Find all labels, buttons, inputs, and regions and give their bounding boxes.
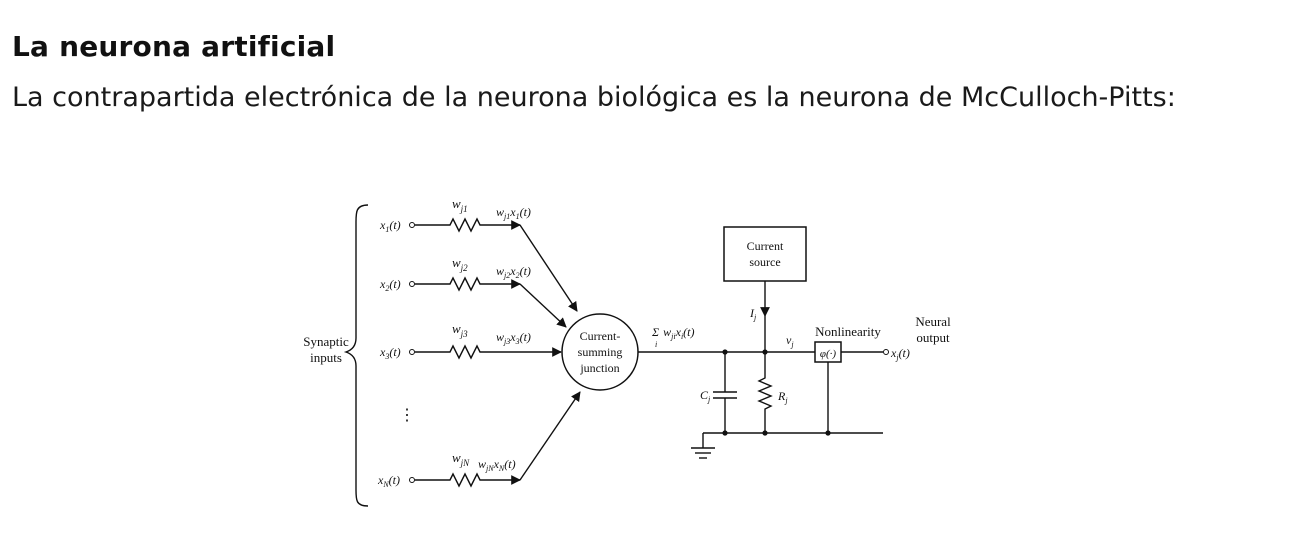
input-link-n <box>519 391 581 481</box>
input-terminal-2 <box>409 281 415 287</box>
input-link-1 <box>519 224 578 312</box>
input-row-3: x3(t) wj3 wj3x3(t) <box>379 321 562 361</box>
current-source-label-line2: source <box>749 255 780 269</box>
input-link-2 <box>519 283 567 328</box>
junction-label-line1: Current- <box>580 329 621 343</box>
output-terminal <box>883 349 889 355</box>
synaptic-inputs-label-line1: Synaptic <box>303 334 349 349</box>
weight-label-2: wj2 <box>452 255 468 273</box>
synaptic-inputs-label-line2: inputs <box>310 350 342 365</box>
weight-label-1: wj1 <box>452 196 468 214</box>
input-terminal-n <box>409 477 415 483</box>
current-source-label-line1: Current <box>747 239 784 253</box>
neural-output-label-line1: Neural <box>915 314 951 329</box>
current-source-box <box>723 226 807 282</box>
node-capacitor-bottom <box>722 430 728 436</box>
page-subtitle: La contrapartida electrónica de la neuro… <box>12 82 1176 113</box>
input-row-1: x1(t) wj1 wj1x1(t) <box>379 196 578 312</box>
weighted-input-label-1: wj1x1(t) <box>496 205 531 221</box>
weight-label-3: wj3 <box>452 321 468 339</box>
input-terminal-3 <box>409 349 415 355</box>
sum-index-label: i <box>655 340 657 349</box>
weighted-input-label-2: wj2x2(t) <box>496 264 531 280</box>
weighted-input-label-3: wj3x3(t) <box>496 330 531 346</box>
weighted-input-label-n: wjNxN(t) <box>478 457 516 473</box>
capacitor-label: Cj <box>700 388 711 404</box>
output-signal-label: xj(t) <box>890 346 910 362</box>
junction-label-line2: summing <box>578 345 623 359</box>
input-row-n: xN(t) wjN wjNxN(t) <box>377 391 581 489</box>
input-label-2: x2(t) <box>379 277 401 293</box>
input-wire-n <box>415 472 521 488</box>
bias-current-label: Ij <box>749 306 757 322</box>
neural-output-label-line2: output <box>916 330 950 345</box>
ground-icon <box>691 447 715 459</box>
input-row-2: x2(t) wj2 wj2x2(t) <box>379 255 567 328</box>
nonlinearity-label: Nonlinearity <box>815 324 881 339</box>
input-terminal-1 <box>409 222 415 228</box>
input-label-3: x3(t) <box>379 345 401 361</box>
node-resistor-bottom <box>762 430 768 436</box>
potential-label: vj <box>786 333 794 349</box>
input-label-1: x1(t) <box>379 218 401 234</box>
input-wire-1 <box>415 217 521 233</box>
inputs-ellipsis: ⋮ <box>399 407 415 424</box>
page-title: La neurona artificial <box>12 30 336 63</box>
resistor-label: Rj <box>777 389 788 405</box>
synaptic-inputs-brace <box>343 204 369 507</box>
resistor <box>757 352 773 433</box>
input-label-n: xN(t) <box>377 473 400 489</box>
weight-label-n: wjN <box>452 450 470 468</box>
input-wire-3 <box>415 344 562 360</box>
input-wire-2 <box>415 276 521 292</box>
nonlinearity-symbol: φ(·) <box>820 348 836 360</box>
junction-label-line3: junction <box>579 361 619 375</box>
